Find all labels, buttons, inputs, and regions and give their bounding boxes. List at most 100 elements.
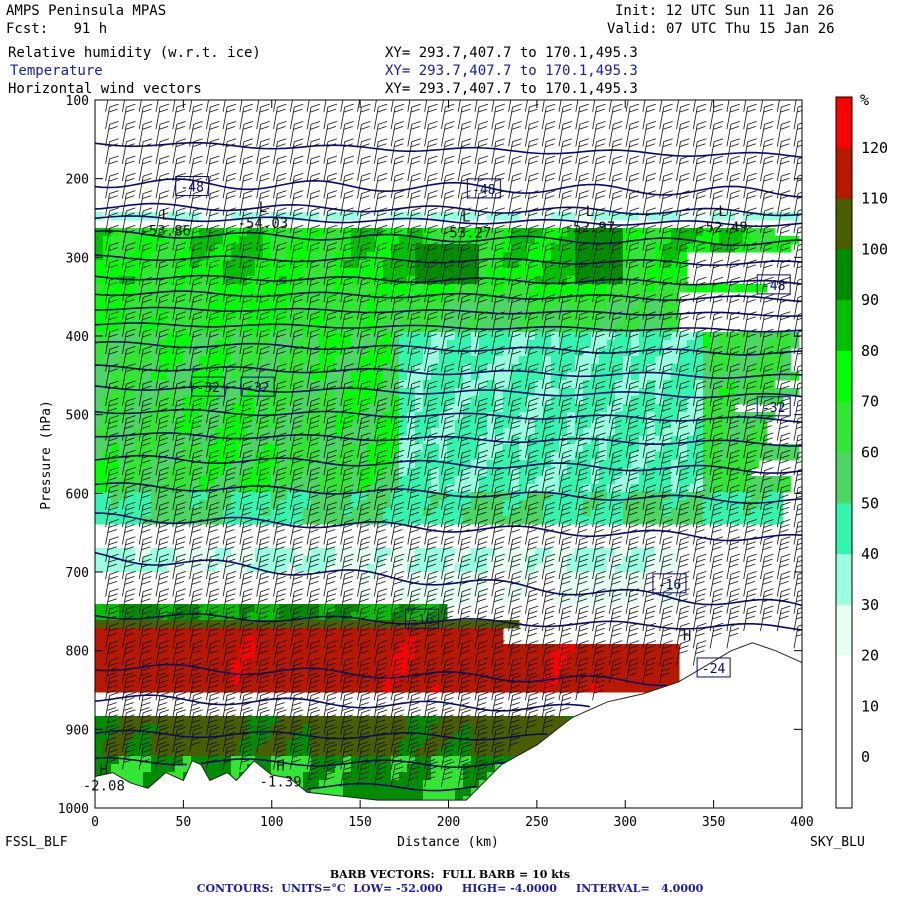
wind-barb <box>172 484 186 510</box>
wind-barb <box>105 744 119 770</box>
wind-barb <box>289 172 304 199</box>
wind-barb <box>441 363 455 389</box>
x-tick-label: 250 <box>525 815 548 830</box>
wind-barb <box>206 571 220 597</box>
wind-barb <box>625 190 640 216</box>
wind-barb <box>323 657 338 683</box>
isotherm-line <box>95 385 802 399</box>
wind-barb <box>709 553 724 580</box>
wind-barb <box>273 138 287 164</box>
wind-barb <box>692 553 707 580</box>
wind-barb <box>575 519 589 545</box>
wind-barb <box>491 744 505 770</box>
wind-barb <box>373 501 388 528</box>
wind-barb <box>743 224 757 251</box>
contour-label-box <box>696 657 731 678</box>
y-tick-label: 100 <box>66 94 89 109</box>
wind-barb <box>760 294 774 320</box>
wind-barb <box>424 311 438 337</box>
wind-barb <box>692 311 707 337</box>
wind-barb <box>289 294 304 320</box>
wind-barb <box>155 432 170 458</box>
wind-barb <box>172 726 186 753</box>
wind-barb <box>558 692 573 718</box>
wind-barb <box>373 276 388 303</box>
wind-barb <box>659 622 673 649</box>
wind-barb <box>340 415 354 441</box>
wind-barb <box>256 588 270 614</box>
wind-barb <box>760 553 774 580</box>
wind-barb <box>390 190 405 216</box>
wind-barb <box>122 155 136 182</box>
colorbar-segment <box>836 249 852 301</box>
wind-barb <box>743 415 757 441</box>
wind-barb <box>256 155 270 182</box>
wind-barb <box>306 190 321 216</box>
wind-barb <box>390 380 405 407</box>
wind-barb <box>239 657 254 683</box>
wind-barb <box>592 657 606 683</box>
wind-barb <box>189 726 203 753</box>
wind-barb <box>273 311 287 337</box>
wind-barb <box>340 640 354 666</box>
wind-barb <box>441 449 455 476</box>
wind-barb <box>222 242 237 268</box>
wind-barb <box>743 380 757 407</box>
wind-barb <box>256 294 270 320</box>
wind-barb <box>373 103 388 130</box>
wind-barb <box>642 657 657 683</box>
wind-barb <box>793 209 802 233</box>
wind-barb <box>138 363 153 389</box>
wind-barb <box>474 155 489 182</box>
wind-barb <box>625 294 640 320</box>
terrain-mask <box>95 642 802 808</box>
wind-barb <box>189 657 203 683</box>
wind-barb <box>558 346 573 372</box>
wind-barb <box>608 190 623 216</box>
wind-barb <box>256 172 270 199</box>
wind-barb <box>206 363 220 389</box>
wind-barb <box>206 259 220 285</box>
wind-barb <box>105 709 119 735</box>
wind-barb <box>659 224 673 251</box>
wind-barb <box>222 155 237 182</box>
wind-barb <box>306 242 321 268</box>
wind-barb <box>491 121 505 147</box>
wind-barb <box>625 138 640 164</box>
wind-barb <box>608 397 623 424</box>
wind-barb <box>525 224 539 251</box>
wind-barb <box>155 155 170 182</box>
wind-barb <box>105 380 119 407</box>
wind-barb <box>474 276 489 303</box>
wind-barb <box>508 103 522 130</box>
wind-barb <box>491 172 505 199</box>
wind-barb <box>709 276 724 303</box>
wind-barb <box>390 519 405 545</box>
wind-barb <box>474 207 489 233</box>
wind-barb <box>491 571 505 597</box>
wind-barb <box>743 103 757 130</box>
isotherm-line <box>95 341 802 356</box>
wind-barb <box>676 553 690 580</box>
wind-barb <box>138 121 153 147</box>
wind-barb <box>256 100 260 112</box>
wind-barb <box>239 449 254 476</box>
wind-barb <box>424 172 438 199</box>
wind-barb <box>676 259 690 285</box>
wind-barb <box>189 346 203 372</box>
wind-barb <box>743 294 757 320</box>
wind-barb <box>558 674 573 701</box>
wind-barb <box>558 121 573 147</box>
wind-barb <box>659 138 673 164</box>
wind-barb <box>608 536 623 562</box>
wind-barb <box>760 571 774 597</box>
wind-barb <box>306 100 310 112</box>
wind-barb <box>222 726 237 753</box>
wind-barb <box>776 571 791 597</box>
wind-barb <box>306 761 321 787</box>
wind-barb <box>659 467 673 493</box>
wind-barb <box>407 103 421 130</box>
wind-barb <box>743 467 757 493</box>
wind-barb <box>457 657 472 683</box>
wind-barb <box>138 242 153 268</box>
